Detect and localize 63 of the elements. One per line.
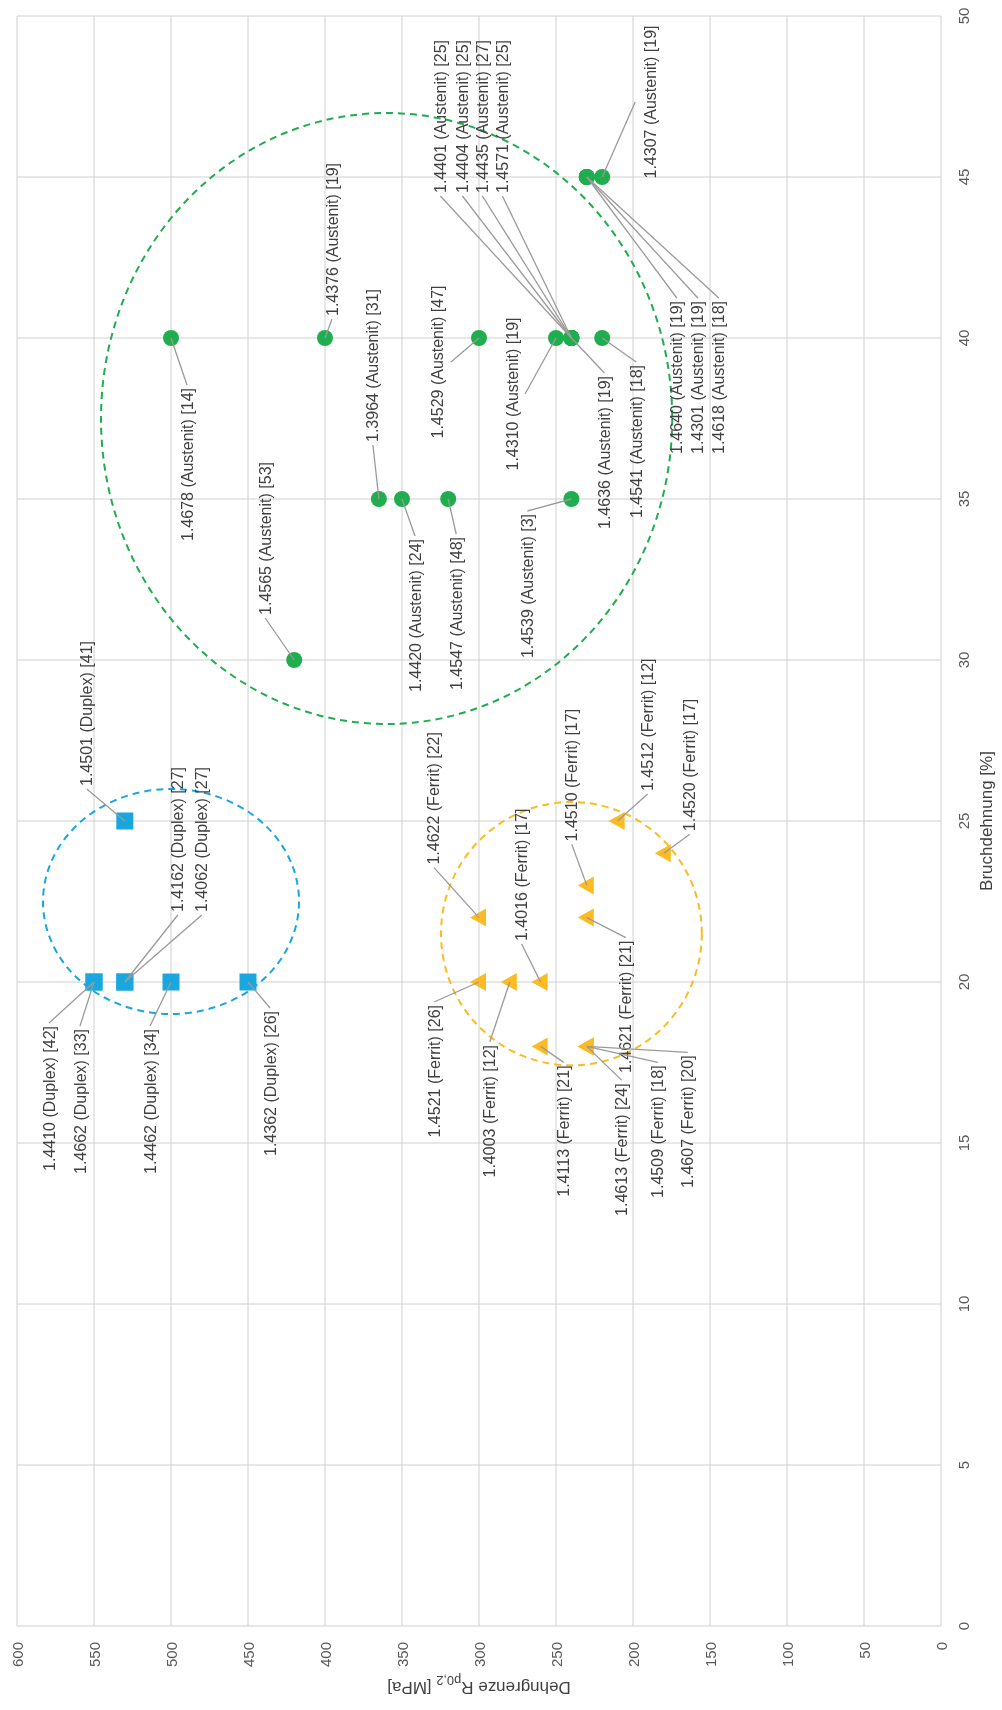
data-label: 1.4376 (Austenit) [19] xyxy=(323,163,341,316)
data-label: 1.4404 (Austenit) [25] xyxy=(453,40,471,193)
x-tick-label: 150 xyxy=(701,1642,719,1668)
y-tick-label: 25 xyxy=(954,812,972,830)
data-label: 1.4510 (Ferrit) [17] xyxy=(563,708,581,842)
y-tick-label: 45 xyxy=(954,168,972,186)
y-tick-label: 0 xyxy=(954,1621,972,1631)
y-tick-label: 30 xyxy=(954,651,972,669)
y-tick-label: 35 xyxy=(954,490,972,508)
data-label: 1.4640 (Austenit) [19] xyxy=(668,301,686,454)
data-label: 1.4521 (Ferrit) [26] xyxy=(425,1005,443,1138)
x-tick-label: 50 xyxy=(855,1642,873,1659)
data-label: 1.4509 (Ferrit) [18] xyxy=(649,1065,667,1198)
x-tick-label: 500 xyxy=(162,1642,180,1668)
data-label: 1.4622 (Ferrit) [22] xyxy=(425,732,443,865)
data-label: 1.4618 (Austenit) [18] xyxy=(710,301,728,454)
data-label: 1.4362 (Duplex) [26] xyxy=(261,1011,279,1156)
data-label: 1.4420 (Austenit) [24] xyxy=(406,539,424,692)
data-label: 1.4662 (Duplex) [33] xyxy=(71,1029,89,1174)
x-tick-label: 0 xyxy=(932,1642,950,1651)
y-tick-label: 20 xyxy=(954,973,972,991)
data-label: 1.4547 (Austenit) [48] xyxy=(447,537,465,690)
data-label: 1.4678 (Austenit) [14] xyxy=(178,388,196,541)
data-label: 1.4462 (Duplex) [34] xyxy=(141,1029,159,1174)
y-tick-label: 10 xyxy=(954,1295,972,1313)
x-tick-label: 450 xyxy=(239,1642,257,1668)
x-tick-label: 550 xyxy=(85,1642,103,1668)
data-label: 1.4401 (Austenit) [25] xyxy=(431,40,449,193)
data-label: 1.4501 (Duplex) [41] xyxy=(78,641,96,786)
data-label: 1.4435 (Austenit) [27] xyxy=(473,40,491,193)
data-label: 1.4310 (Austenit) [19] xyxy=(503,317,521,471)
data-label: 1.4410 (Duplex) [42] xyxy=(40,1026,58,1171)
x-tick-label: 600 xyxy=(8,1642,26,1668)
y-tick-label: 5 xyxy=(954,1460,972,1470)
data-label: 1.4162 (Duplex) [27] xyxy=(169,767,187,912)
data-label: 1.4016 (Ferrit) [17] xyxy=(513,808,531,941)
data-label: 1.4541 (Austenit) [18] xyxy=(627,365,645,518)
data-label: 1.4003 (Ferrit) [12] xyxy=(481,1045,499,1178)
data-label: 1.4613 (Ferrit) [24] xyxy=(613,1083,631,1216)
x-tick-label: 400 xyxy=(316,1642,334,1668)
y-tick-label: 15 xyxy=(954,1134,972,1152)
data-label: 1.4539 (Austenit) [3] xyxy=(518,514,536,659)
data-label: 1.4307 (Austenit) [19] xyxy=(641,25,659,179)
x-tick-label: 300 xyxy=(470,1642,488,1668)
x-tick-label: 250 xyxy=(547,1642,565,1668)
x-tick-label: 100 xyxy=(778,1642,796,1668)
data-label: 1.3964 (Austenit) [31] xyxy=(364,289,382,442)
data-label: 1.4512 (Ferrit) [12] xyxy=(639,658,657,791)
data-label: 1.4571 (Austenit) [25] xyxy=(493,40,511,193)
data-label: 1.4565 (Austenit) [53] xyxy=(256,462,274,615)
y-tick-label: 50 xyxy=(954,7,972,25)
data-label: 1.4636 (Austenit) [19] xyxy=(595,376,613,529)
x-tick-label: 350 xyxy=(393,1642,411,1668)
data-label: 1.4520 (Ferrit) [17] xyxy=(681,698,699,832)
data-label: 1.4621 (Ferrit) [21] xyxy=(617,940,635,1074)
x-tick-label: 200 xyxy=(624,1642,642,1668)
data-label: 1.4062 (Duplex) [27] xyxy=(193,767,211,912)
data-label: 1.4113 (Ferrit) [21] xyxy=(555,1065,573,1197)
y-axis-title: Bruchdehnung [%] xyxy=(976,751,996,891)
data-label: 1.4529 (Austenit) [47] xyxy=(428,285,446,439)
data-label: 1.4301 (Austenit) [19] xyxy=(689,301,707,454)
y-tick-label: 40 xyxy=(954,329,972,347)
data-label: 1.4607 (Ferrit) [20] xyxy=(679,1055,697,1188)
